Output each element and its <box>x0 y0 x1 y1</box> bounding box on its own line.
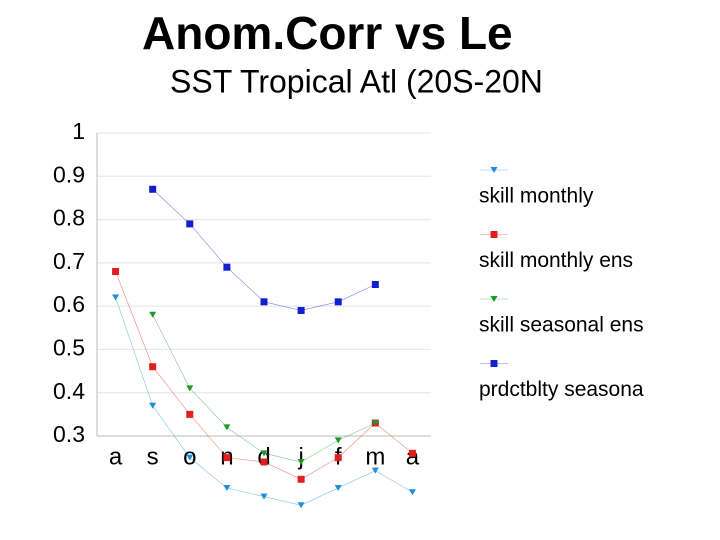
x-tick-label: d <box>257 443 270 470</box>
point <box>408 489 416 496</box>
legend-label: prdctblty seasona <box>479 378 644 401</box>
y-tick-label: 1 <box>72 118 85 144</box>
point <box>334 454 342 462</box>
point <box>260 493 268 500</box>
point <box>408 449 416 457</box>
point <box>223 263 231 271</box>
y-tick-label: 0.9 <box>53 161 85 187</box>
point <box>334 437 342 444</box>
point <box>260 450 268 457</box>
series-line <box>152 189 376 311</box>
point <box>223 454 231 462</box>
point <box>149 402 157 409</box>
series-line <box>152 314 376 463</box>
point <box>297 502 305 509</box>
point <box>297 458 305 465</box>
y-tick-label: 0.8 <box>53 205 85 231</box>
x-tick-label: j <box>297 443 303 470</box>
legend-label: skill seasonal ens <box>479 314 644 337</box>
point <box>334 484 342 491</box>
chart-title: Anom.Corr vs Le <box>142 7 513 59</box>
point <box>371 467 379 474</box>
y-tick-label: 0.4 <box>53 378 85 404</box>
x-tick-label: a <box>109 443 123 470</box>
point <box>112 268 120 276</box>
series-line <box>115 297 413 506</box>
point <box>112 294 120 301</box>
point <box>186 220 194 228</box>
x-tick-label: m <box>365 443 385 470</box>
point <box>223 424 231 431</box>
point <box>149 363 157 371</box>
x-tick-label: s <box>147 443 159 470</box>
y-tick-label: 0.5 <box>53 335 85 361</box>
chart-subtitle: SST Tropical Atl (20S-20N <box>170 63 543 99</box>
y-tick-label: 0.7 <box>53 248 85 274</box>
point <box>260 298 268 306</box>
point <box>186 454 194 461</box>
point <box>149 185 157 193</box>
legend-label: skill monthly <box>479 185 594 208</box>
point <box>186 410 194 418</box>
x-tick-label: a <box>406 443 420 470</box>
point <box>260 458 268 466</box>
point <box>149 311 157 318</box>
y-tick-label: 0.6 <box>53 291 85 317</box>
point <box>186 385 194 392</box>
point <box>334 298 342 306</box>
point <box>297 475 305 483</box>
y-tick-label: 0.3 <box>53 421 85 447</box>
legend-label: skill monthly ens <box>479 249 633 272</box>
point <box>223 484 231 491</box>
point <box>371 420 379 427</box>
point <box>371 281 379 288</box>
point <box>297 306 305 314</box>
